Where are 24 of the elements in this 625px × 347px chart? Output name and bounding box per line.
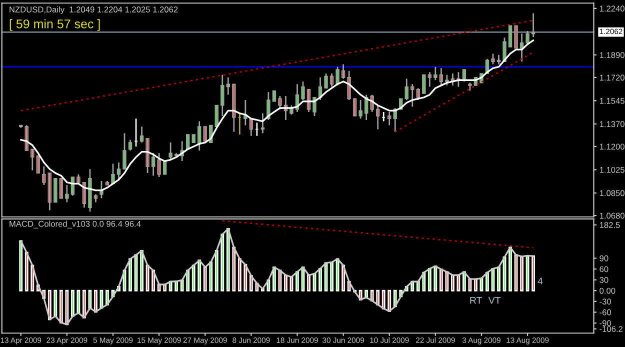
y-tick-label: -106.2	[600, 326, 623, 332]
y-tick-label: 90	[600, 255, 608, 262]
y-tick-label: 1.1025	[600, 166, 624, 173]
y-tick-label: 1.1545	[600, 98, 624, 104]
annotation: [ 59 min 57 sec ]	[10, 19, 100, 31]
y-tick-label: 182.5	[600, 222, 620, 228]
y-tick-label: 1.1720	[600, 74, 624, 81]
y-tick-label: 1.2240	[600, 6, 624, 12]
y-tick-label: 1.0850	[600, 190, 624, 196]
y-tick-label: 0.00	[600, 288, 616, 294]
chart-title: NZDUSD,Daily 1.2049 1.2204 1.2025 1.2062	[10, 6, 178, 14]
text: 4	[538, 278, 543, 284]
y-tick-label: -30	[600, 298, 612, 305]
y-tick-label: 1.0680	[600, 212, 624, 219]
y-tick-label: -60	[600, 309, 612, 316]
annotation: RT	[470, 296, 482, 304]
y-tick-label: 30	[600, 277, 608, 283]
y-tick-label: 1.1200	[600, 144, 624, 150]
y-tick-label: -90	[600, 320, 612, 326]
y-tick-label: 1.1370	[600, 121, 624, 128]
annotation: VT	[488, 296, 501, 304]
chart-title: MACD_Colored_v103 0.0 96.4 96.4	[10, 220, 141, 228]
y-tick-label: 60	[600, 266, 608, 272]
y-tick-label: 1.1890	[600, 52, 624, 58]
